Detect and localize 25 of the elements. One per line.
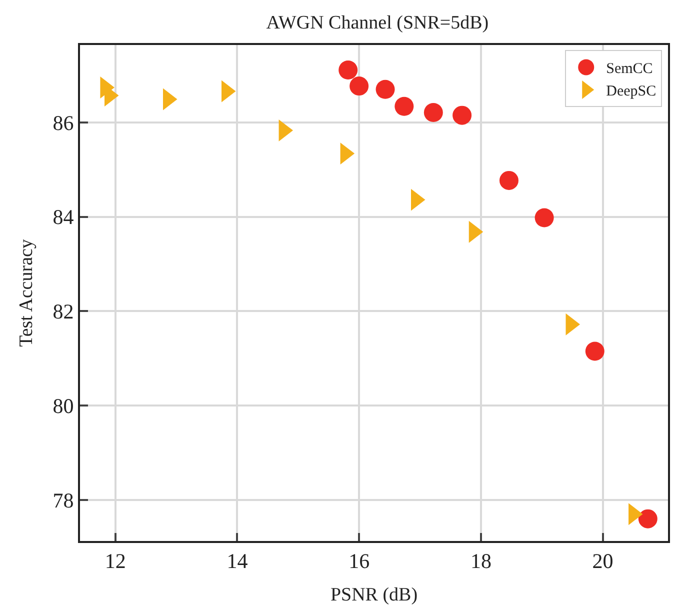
y-axis-title: Test Accuracy (16, 238, 38, 347)
point (638, 509, 658, 528)
x-tick-label: 14 (226, 549, 248, 574)
x-axis-title: PSNR (dB) (330, 584, 418, 606)
point (585, 342, 604, 361)
x-tick-label: 20 (592, 549, 614, 574)
point (499, 170, 518, 190)
y-tick-label: 86 (52, 110, 74, 135)
point (376, 80, 395, 99)
y-tick-label: 80 (52, 394, 74, 418)
point (338, 60, 358, 80)
point (452, 106, 472, 125)
point (394, 96, 414, 116)
chart-title: AWGN Channel (SNR=5dB) (266, 12, 489, 34)
x-tick-label: 16 (348, 549, 370, 574)
legend-label: DeepSC (606, 84, 656, 100)
point (350, 76, 369, 96)
point (424, 102, 443, 122)
x-tick-label: 18 (470, 549, 492, 574)
x-tick-label: 12 (104, 549, 126, 574)
legend-label: SemCC (606, 61, 653, 78)
y-tick-label: 82 (52, 300, 74, 324)
y-tick-label: 84 (52, 205, 74, 230)
y-tick-label: 78 (52, 488, 74, 512)
point (534, 208, 554, 228)
